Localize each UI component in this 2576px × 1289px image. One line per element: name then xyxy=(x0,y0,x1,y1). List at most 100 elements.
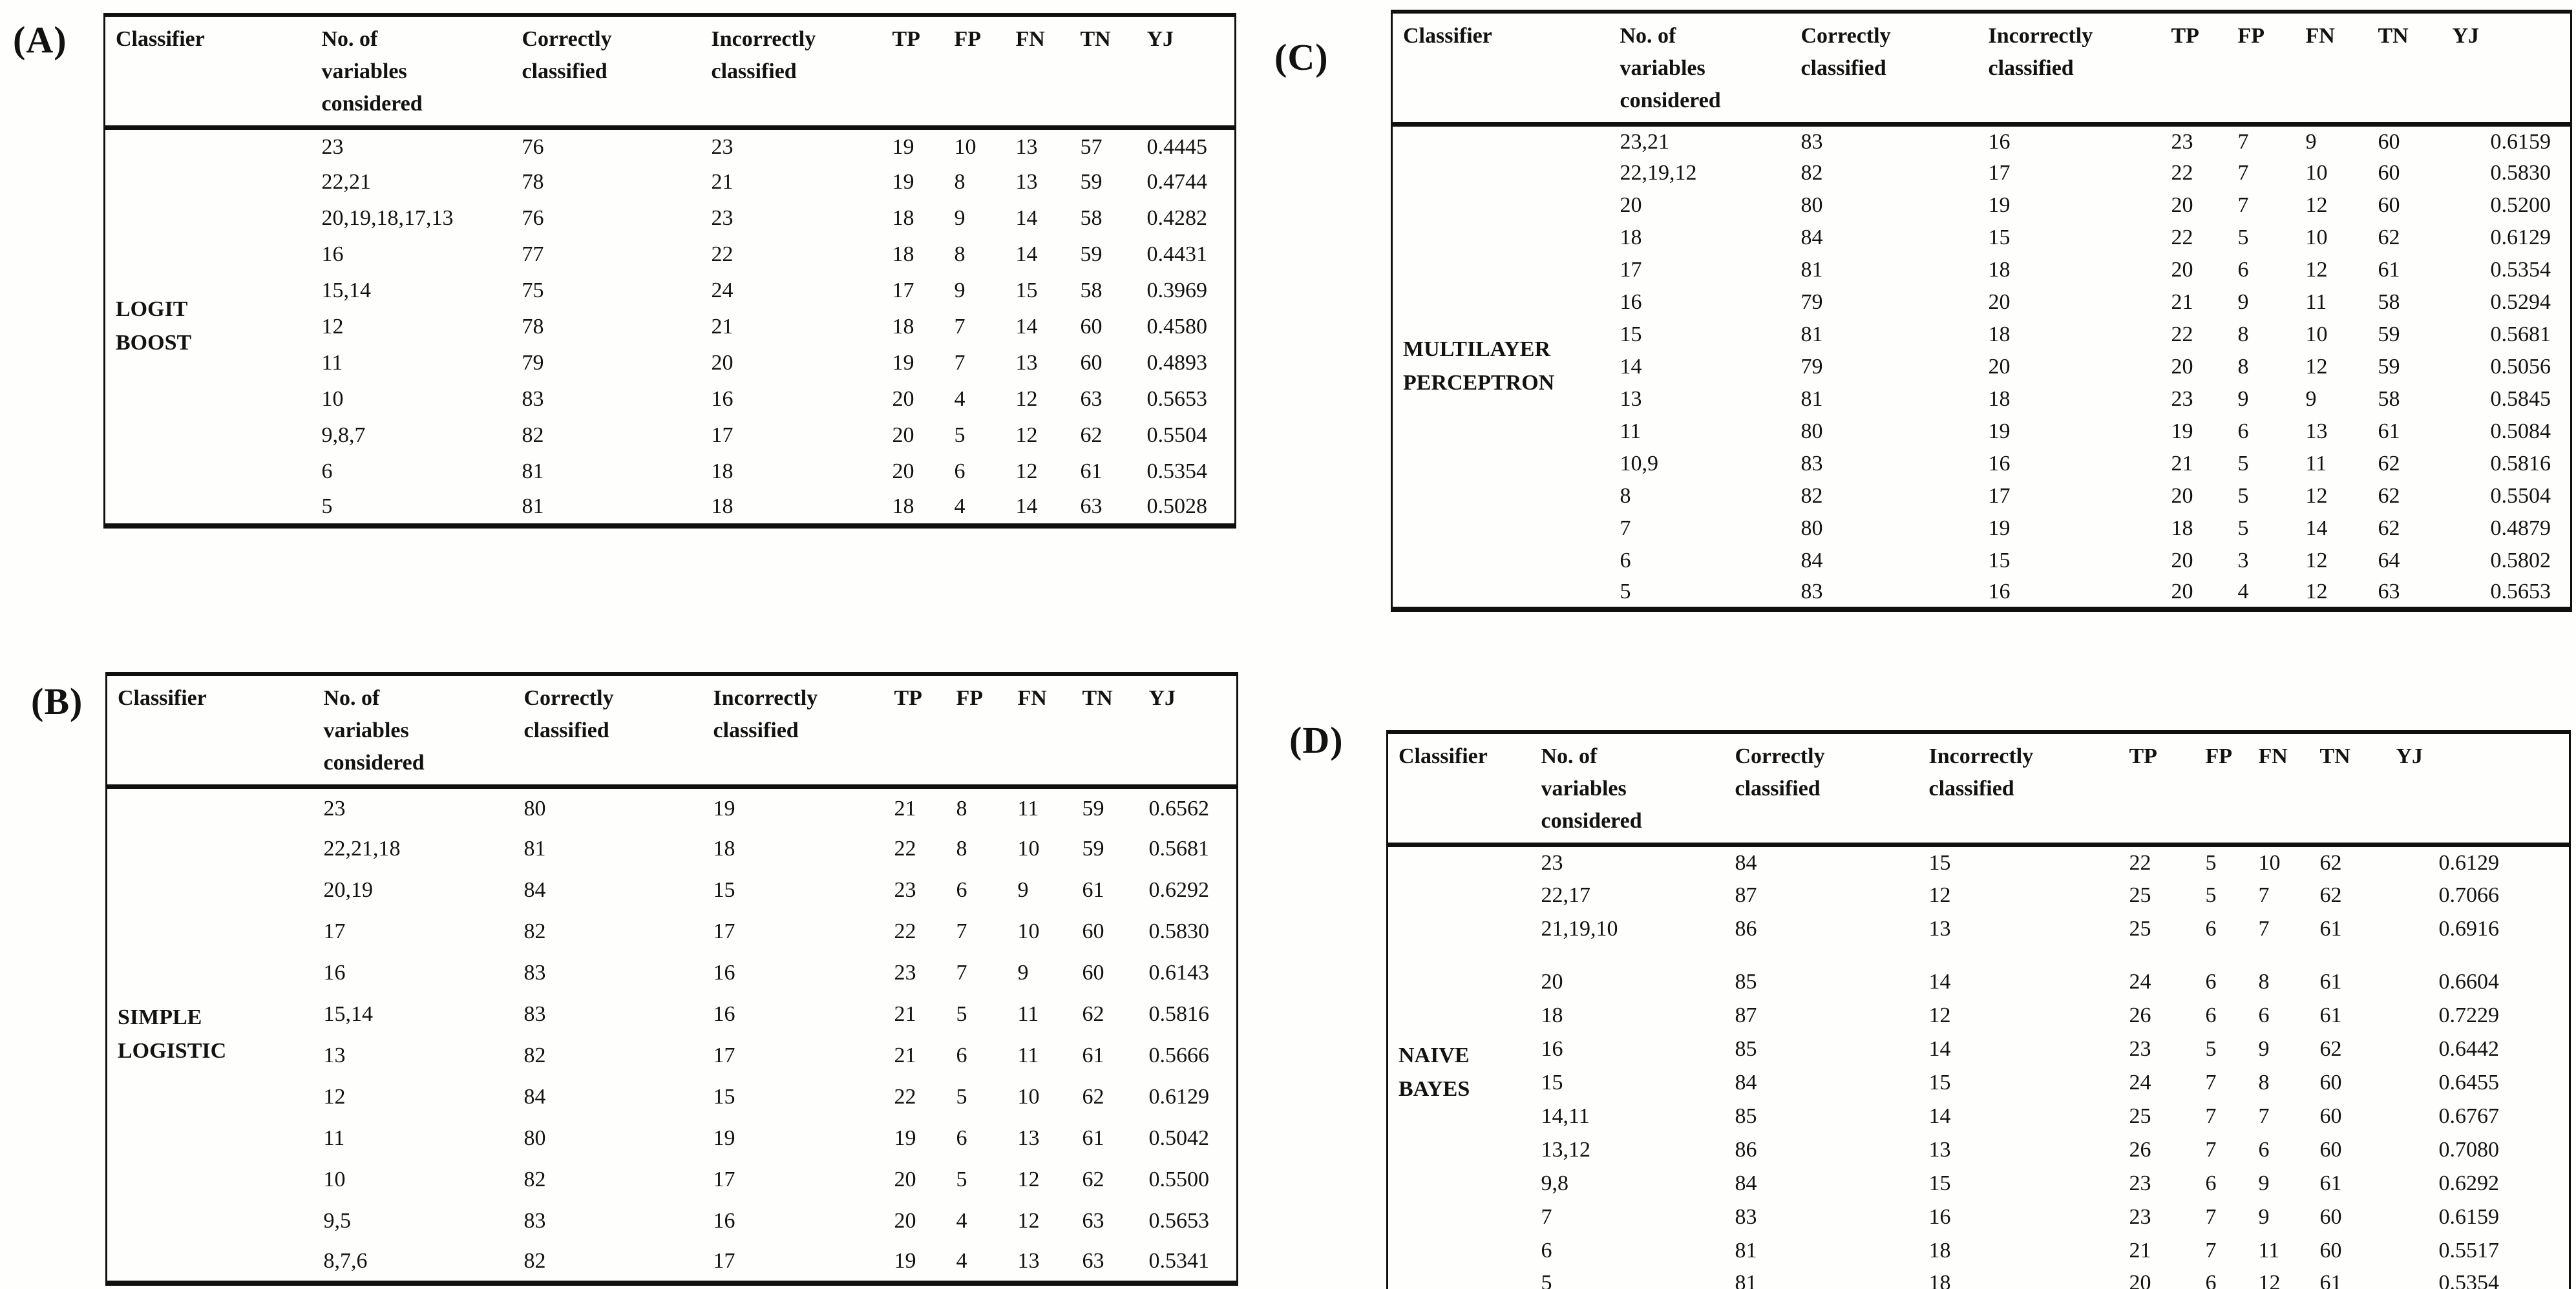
cell-correct: 84 xyxy=(1735,1070,1757,1095)
table-row: 5 83 16 20 4 12 63 0.5653 xyxy=(1392,577,2571,609)
cell-vars: 14 xyxy=(1620,354,1642,379)
cell-fp: 6 xyxy=(2237,419,2249,443)
cell-incorrect: 18 xyxy=(711,494,734,518)
cell-vars: 23 xyxy=(321,134,344,159)
cell-tn: 62 xyxy=(1082,1084,1104,1109)
table-row: 13,12 86 13 26 7 6 60 0.7080 xyxy=(1388,1133,2570,1167)
cell-tp: 20 xyxy=(2171,257,2193,282)
table-row: 10,9 83 16 21 5 11 62 0.5816 xyxy=(1392,448,2571,480)
table-row: 22,21,18 81 18 22 8 10 59 0.5681 xyxy=(107,828,1238,870)
cell-incorrect: 20 xyxy=(1988,354,2011,379)
cell-tp: 25 xyxy=(2129,1104,2151,1128)
cell-fn: 12 xyxy=(2305,548,2328,572)
cell-correct: 83 xyxy=(1735,1204,1757,1229)
cell-incorrect: 19 xyxy=(713,1126,735,1150)
cell-vars: 8 xyxy=(1620,483,1631,508)
cell-tp: 22 xyxy=(2171,160,2193,185)
column-header-label: TN xyxy=(1082,686,1113,710)
header-row: Classifier No. of variables considered Cor… xyxy=(1387,732,2570,845)
column-header-label: FP xyxy=(956,686,984,710)
table-row: 6 81 18 20 6 12 61 0.5354 xyxy=(105,454,1236,490)
cell-tp: 18 xyxy=(892,205,914,230)
cell-fp: 6 xyxy=(2205,1171,2217,1195)
table-row: 20,19 84 15 23 6 9 61 0.6292 xyxy=(107,870,1238,911)
table-row: 13 81 18 23 9 9 58 0.5845 xyxy=(1392,383,2571,415)
cell-tp: 21 xyxy=(2171,451,2193,476)
cell-fp: 9 xyxy=(954,205,966,230)
cell-tp: 25 xyxy=(2129,916,2151,941)
cell-correct: 82 xyxy=(522,423,544,447)
cell-vars: 16 xyxy=(1541,1036,1563,1061)
cell-fp: 6 xyxy=(2237,257,2249,282)
cell-yj: 0.7229 xyxy=(2438,1003,2500,1027)
cell-incorrect: 17 xyxy=(713,1167,735,1191)
table-row: 7 80 19 18 5 14 62 0.4879 xyxy=(1392,512,2571,545)
cell-fn: 10 xyxy=(2258,850,2281,875)
cell-tn: 63 xyxy=(1082,1248,1104,1273)
table-row: 11 80 19 19 6 13 61 0.5042 xyxy=(107,1118,1238,1159)
panel-naive-bayes: Classifier No. of variables considered Cor… xyxy=(1386,730,2571,1289)
cell-yj: 0.5830 xyxy=(2490,160,2551,185)
cell-yj: 0.6455 xyxy=(2438,1070,2500,1095)
cell-yj: 0.5504 xyxy=(2490,483,2551,508)
cell-tn: 61 xyxy=(2319,916,2342,941)
cell-vars: 13 xyxy=(1620,386,1642,411)
cell-fn: 12 xyxy=(2305,193,2328,217)
cell-fn: 11 xyxy=(2305,451,2327,476)
column-header-label: No. of variables considered xyxy=(1541,744,1642,833)
column-header-label: YJ xyxy=(2396,744,2423,768)
cell-fn: 6 xyxy=(2258,1137,2270,1162)
cell-incorrect: 16 xyxy=(1928,1204,1951,1229)
cell-fn: 14 xyxy=(1015,314,1038,339)
cell-yj: 0.6143 xyxy=(1148,960,1210,985)
cell-yj: 0.5845 xyxy=(2490,386,2551,411)
cell-correct: 77 xyxy=(522,242,544,266)
cell-incorrect: 23 xyxy=(711,134,734,159)
cell-fp: 6 xyxy=(2205,1270,2217,1289)
classifier-cell: MULTILAYER PERCEPTRON xyxy=(1392,125,1610,609)
cell-vars: 10,9 xyxy=(1620,451,1659,476)
cell-tn: 62 xyxy=(2319,883,2342,907)
cell-incorrect: 17 xyxy=(713,919,735,943)
cell-tn: 61 xyxy=(1082,1126,1104,1150)
cell-vars: 5 xyxy=(1620,579,1631,603)
cell-correct: 84 xyxy=(1800,225,1823,249)
cell-tp: 23 xyxy=(2171,129,2193,154)
cell-incorrect: 16 xyxy=(1988,129,2011,154)
cell-correct: 80 xyxy=(1800,516,1823,540)
cell-tp: 17 xyxy=(892,278,914,302)
column-header-label: TN xyxy=(1080,27,1111,51)
cell-fp: 6 xyxy=(954,459,966,483)
cell-fp: 5 xyxy=(2237,225,2249,249)
cell-fn: 14 xyxy=(1015,242,1038,266)
cell-fp: 8 xyxy=(2237,322,2249,346)
cell-tp: 23 xyxy=(2171,386,2193,411)
column-header-vars: No. of variables considered xyxy=(1531,732,1725,845)
table-row: 11 79 20 19 7 13 60 0.4893 xyxy=(105,345,1236,381)
column-header-label: Classifier xyxy=(118,686,207,710)
cell-tn: 63 xyxy=(2378,579,2400,603)
cell-tp: 22 xyxy=(894,919,916,943)
cell-tp: 24 xyxy=(2129,969,2151,994)
cell-tp: 21 xyxy=(2171,289,2193,314)
cell-correct: 84 xyxy=(1800,548,1823,572)
cell-correct: 87 xyxy=(1735,1003,1757,1027)
cell-tp: 21 xyxy=(894,1001,916,1026)
column-header-tp: TP xyxy=(2119,732,2195,845)
column-header-label: Correctly classified xyxy=(1800,24,1891,80)
cell-incorrect: 13 xyxy=(1928,916,1951,941)
cell-tn: 61 xyxy=(2378,257,2400,282)
header-row: Classifier No. of variables considered Cor… xyxy=(106,674,1238,787)
cell-vars: 23 xyxy=(323,796,346,821)
cell-tp: 19 xyxy=(892,134,914,159)
cell-incorrect: 16 xyxy=(1988,451,2011,476)
cell-fp: 8 xyxy=(954,242,966,266)
table-row: 5 81 18 20 6 12 61 0.5354 xyxy=(1388,1268,2570,1289)
cell-incorrect: 18 xyxy=(1988,386,2011,411)
cell-fn: 10 xyxy=(1017,836,1040,861)
cell-yj: 0.6159 xyxy=(2438,1204,2500,1229)
table-row: 15 81 18 22 8 10 59 0.5681 xyxy=(1392,319,2571,351)
cell-tn: 59 xyxy=(1080,242,1103,266)
cell-fp: 7 xyxy=(2205,1238,2217,1263)
cell-tn: 60 xyxy=(2378,193,2400,217)
